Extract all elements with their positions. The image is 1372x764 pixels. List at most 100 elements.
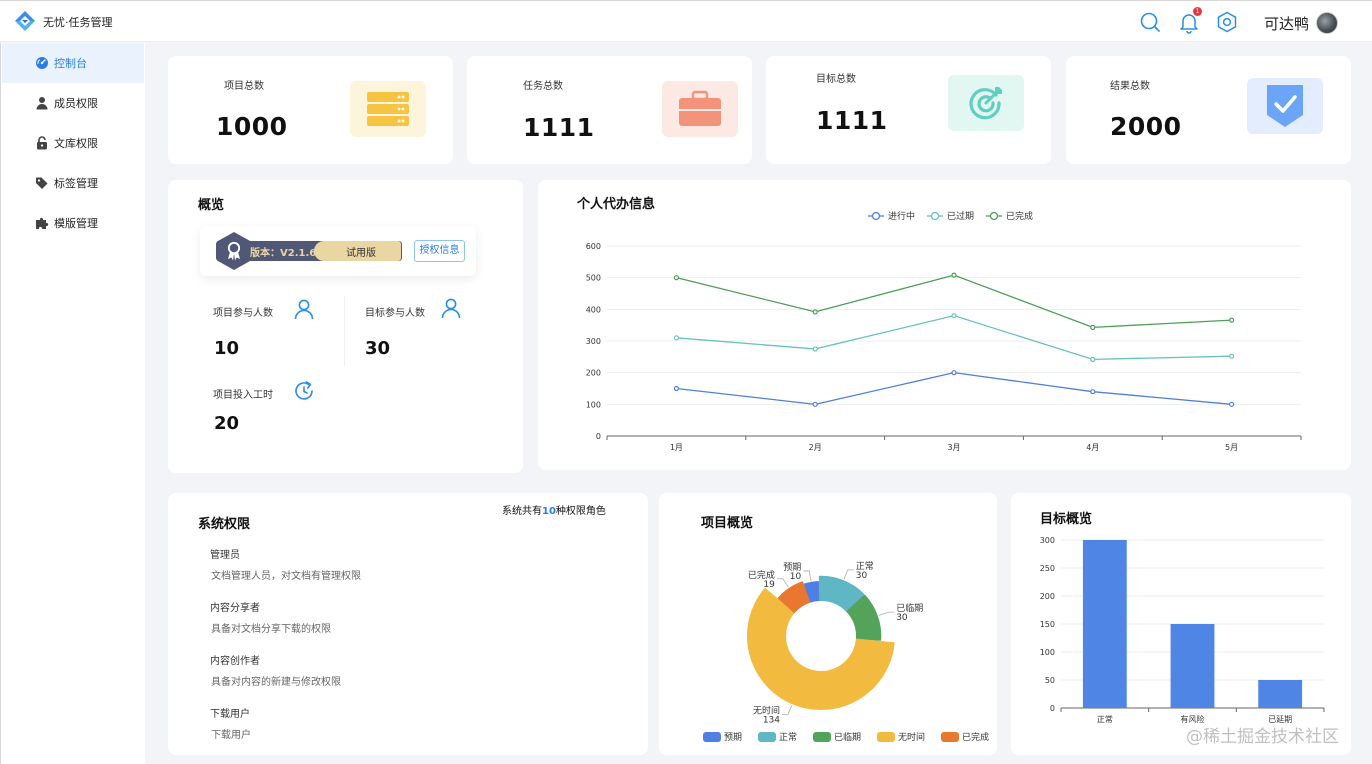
project-chart-card: 项目概览 预期 10 正常 30 已临期 30 无时间 134 已完成 19 预期 正常 已临期 无时间已… [659, 493, 997, 755]
y-tick-label: 250 [1040, 564, 1055, 573]
data-point [812, 401, 818, 407]
x-tick-label: 3月 [947, 443, 960, 452]
slice-label: 无时间 [753, 704, 780, 716]
y-tick-label: 0 [1050, 704, 1055, 713]
bar [1258, 680, 1303, 708]
label-leader [782, 704, 793, 715]
app-logo-icon[interactable] [14, 10, 36, 32]
line-chart: 0 100 200 300 400 500 600 1月 2月 3月 4月 5月 进行中 已过期 已完成 [586, 210, 1302, 452]
bell-icon[interactable]: 1 [1177, 7, 1202, 34]
y-tick-label: 300 [1040, 536, 1055, 545]
legend-label: 预期 [724, 732, 742, 743]
slice-value-label: 30 [856, 571, 868, 581]
metric-label: 目标参与人数 [365, 308, 425, 319]
series-line [676, 314, 1232, 361]
todo-chart-card: 个人代办信息 0 100 200 300 400 500 600 1月 2月 3月 4月 5月 进行中 已… [538, 180, 1351, 470]
bar [1082, 540, 1127, 708]
user-name[interactable]: 可达鸭 [1264, 15, 1310, 33]
sidebar-item-templates[interactable]: 模版管理 [2, 203, 144, 243]
label-leader [803, 570, 812, 581]
stat-card-projects: 项目总数 1000 [168, 56, 453, 164]
data-point [1090, 356, 1096, 362]
dashboard-icon [35, 56, 49, 70]
refresh-clock-icon [295, 381, 313, 400]
data-point [673, 335, 679, 341]
y-tick-label: 50 [1045, 676, 1055, 685]
sidebar-item-label: 成员权限 [54, 97, 98, 110]
settings-icon[interactable] [1215, 10, 1239, 34]
summary-count: 10 [542, 506, 556, 517]
role-desc: 具备对内容的新建与修改权限 [211, 677, 341, 688]
version-trial-pill [314, 241, 401, 261]
person-icon [441, 298, 461, 319]
data-point [673, 385, 679, 392]
slice-label: 预期 [783, 562, 801, 573]
stat-value: 2000 [1110, 112, 1182, 141]
stat-card-tasks: 任务总数 1111 [467, 56, 752, 164]
overview-title: 概览 [198, 198, 225, 213]
stat-label: 结果总数 [1110, 81, 1150, 92]
watermark: @稀土掘金技术社区 [1186, 727, 1339, 747]
stat-label: 任务总数 [523, 81, 563, 92]
sidebar: 控制台 成员权限 文库权限 标签管理 模版管理 [0, 43, 145, 764]
x-tick-label: 5月 [1225, 443, 1238, 452]
data-point [1090, 389, 1096, 395]
x-tick-label: 4月 [1086, 443, 1099, 452]
data-point [951, 272, 957, 278]
slice-value-label: 30 [896, 613, 908, 623]
metric-value: 30 [365, 338, 391, 359]
summary-prefix: 系统共有 [502, 506, 542, 517]
bar-chart: 0 50 100 150 200 250 300 正常 有风险 已延期 [1040, 536, 1325, 724]
label-leader [878, 611, 895, 616]
data-point [812, 346, 818, 352]
license-info-button[interactable]: 授权信息 [414, 240, 465, 262]
legend-swatch [758, 732, 776, 742]
legend-label: 进行中 [888, 210, 915, 222]
legend-label: 已完成 [962, 731, 989, 743]
role-name: 内容创作者 [210, 656, 260, 667]
sidebar-item-library[interactable]: 文库权限 [2, 123, 144, 163]
y-tick-label: 200 [1040, 592, 1055, 601]
sidebar-item-label: 文库权限 [54, 137, 98, 150]
y-tick-label: 300 [586, 337, 601, 346]
x-tick-label: 有风险 [1181, 714, 1205, 724]
sidebar-item-dashboard[interactable]: 控制台 [2, 43, 144, 83]
role-name: 管理员 [210, 550, 240, 561]
legend-marker [871, 211, 881, 221]
top-header: 无忧·任务管理 1 可达鸭 [0, 0, 1372, 42]
notification-badge: 1 [1193, 7, 1202, 16]
pie-slice [818, 575, 865, 612]
data-point [951, 370, 957, 376]
x-tick-label: 正常 [1097, 715, 1113, 724]
y-tick-label: 600 [586, 242, 601, 251]
legend-label: 已完成 [1006, 210, 1033, 222]
y-tick-label: 100 [1040, 648, 1055, 657]
pie-slice [777, 581, 811, 613]
data-point [1228, 317, 1235, 323]
legend-swatch [813, 732, 831, 742]
badge-icon [217, 232, 251, 270]
legend-swatch [941, 732, 959, 742]
goal-chart-title: 目标概览 [1040, 512, 1093, 527]
legend-marker [989, 211, 999, 221]
legend-swatch [877, 732, 895, 742]
sidebar-item-tags[interactable]: 标签管理 [2, 163, 144, 203]
target-icon [948, 75, 1024, 131]
server-icon [350, 81, 426, 137]
sidebar-item-members[interactable]: 成员权限 [2, 83, 144, 123]
legend-label: 无时间 [898, 731, 925, 743]
y-tick-label: 400 [586, 305, 601, 314]
lock-icon [35, 136, 49, 150]
role-desc: 具备对文档分享下载的权限 [211, 624, 331, 635]
slice-label: 已完成 [748, 569, 775, 581]
stat-value: 1000 [216, 112, 288, 141]
search-icon[interactable] [1138, 10, 1162, 34]
data-point [1090, 324, 1096, 330]
divider [344, 296, 345, 366]
role-name: 下载用户 [210, 709, 250, 720]
x-tick-label: 1月 [670, 443, 683, 452]
role-desc: 下载用户 [211, 730, 251, 741]
slice-label: 正常 [856, 560, 874, 572]
label-leader [776, 578, 789, 588]
avatar[interactable] [1316, 12, 1338, 34]
